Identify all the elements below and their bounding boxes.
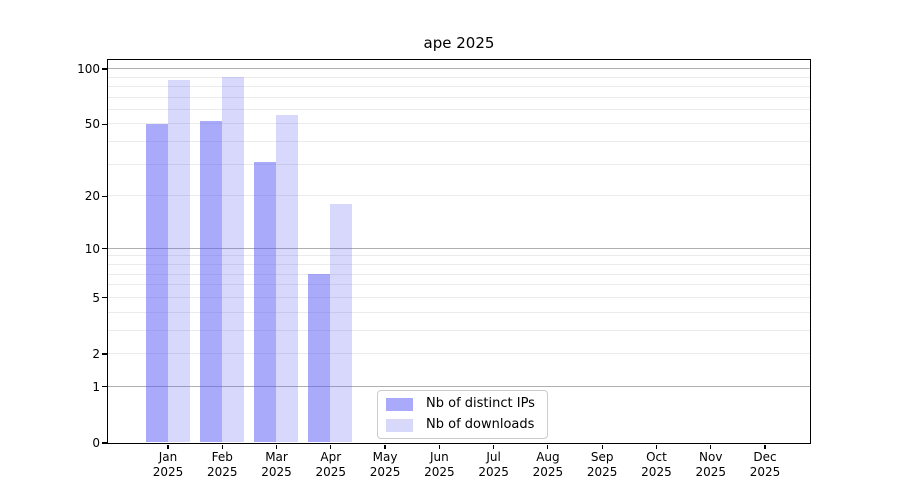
x-tick-label-jan: Jan 2025 xyxy=(152,450,184,479)
x-tick-mark xyxy=(330,444,332,449)
bar-downloads-mar xyxy=(276,114,299,443)
gridline-minor xyxy=(107,255,810,257)
y-tick-label: 5 xyxy=(92,290,100,305)
x-tick-label-feb: Feb 2025 xyxy=(206,450,238,479)
gridline-minor xyxy=(107,329,810,331)
gridline-major xyxy=(107,68,810,70)
x-tick-mark xyxy=(547,444,549,449)
bar-downloads-jan xyxy=(167,79,190,443)
legend-label: Nb of distinct IPs xyxy=(426,396,535,411)
legend-item-downloads: Nb of downloads xyxy=(386,417,535,433)
y-tick-label: 100 xyxy=(77,62,100,77)
gridline-minor xyxy=(107,273,810,275)
x-tick-label-mar: Mar 2025 xyxy=(261,450,292,479)
gridline-major xyxy=(107,247,810,249)
y-tick-label: 50 xyxy=(84,117,100,132)
x-tick-mark xyxy=(493,444,495,449)
gridline-minor xyxy=(107,85,810,87)
gridline-minor xyxy=(107,163,810,165)
x-tick-mark xyxy=(764,444,766,449)
gridline-minor xyxy=(107,263,810,265)
gridline-minor xyxy=(107,352,810,354)
gridline-minor xyxy=(107,123,810,125)
gridline-minor xyxy=(107,108,810,110)
y-tick-mark xyxy=(102,442,107,444)
legend-swatch-icon xyxy=(386,418,413,432)
gridline-minor xyxy=(107,195,810,197)
x-tick-mark xyxy=(438,444,440,449)
bar-distinct-ips-feb xyxy=(199,120,222,443)
gridline-minor xyxy=(107,96,810,98)
gridline-minor xyxy=(107,141,810,143)
gridline-major xyxy=(107,385,810,387)
y-tick-mark xyxy=(102,353,107,355)
y-tick-mark xyxy=(102,297,107,299)
x-tick-mark xyxy=(710,444,712,449)
y-tick-label: 10 xyxy=(84,241,100,256)
gridline-minor xyxy=(107,296,810,298)
bar-downloads-feb xyxy=(221,77,244,443)
x-tick-label-oct: Oct 2025 xyxy=(641,450,672,479)
x-tick-mark xyxy=(655,444,658,449)
x-tick-mark xyxy=(167,444,169,449)
gridline-minor xyxy=(107,76,810,78)
x-tick-mark xyxy=(384,444,386,449)
x-tick-label-apr: Apr 2025 xyxy=(315,450,347,479)
legend-swatch-icon xyxy=(386,397,413,411)
y-tick-label: 2 xyxy=(92,346,100,361)
x-tick-label-dec: Dec 2025 xyxy=(749,450,781,479)
gridline-minor xyxy=(107,311,810,313)
x-tick-mark xyxy=(601,444,603,449)
bar-distinct-ips-mar xyxy=(254,161,277,443)
gridline-minor xyxy=(107,284,810,286)
bar-distinct-ips-apr xyxy=(308,274,331,443)
y-tick-mark xyxy=(102,248,107,250)
y-tick-label: 1 xyxy=(92,379,100,394)
bar-distinct-ips-jan xyxy=(145,123,168,443)
x-tick-label-aug: Aug 2025 xyxy=(532,450,564,479)
y-tick-mark xyxy=(102,386,107,388)
chart-title: ape 2025 xyxy=(423,34,495,52)
y-tick-label: 20 xyxy=(84,189,100,204)
x-tick-label-sep: Sep 2025 xyxy=(586,450,618,479)
x-tick-label-jul: Jul 2025 xyxy=(478,450,509,479)
legend-label: Nb of downloads xyxy=(426,417,535,432)
x-tick-mark xyxy=(221,444,223,449)
x-tick-label-nov: Nov 2025 xyxy=(695,450,726,479)
y-tick-label: 0 xyxy=(92,436,100,450)
x-tick-label-may: May 2025 xyxy=(369,450,401,479)
y-tick-mark xyxy=(102,68,107,70)
x-tick-mark xyxy=(275,444,278,449)
bar-downloads-apr xyxy=(330,203,353,443)
legend: Nb of distinct IPs Nb of downloads xyxy=(377,390,548,439)
y-tick-mark xyxy=(102,195,107,197)
y-tick-mark xyxy=(102,123,107,126)
legend-item-distinct-ips: Nb of distinct IPs xyxy=(386,396,535,412)
plot-area xyxy=(106,58,811,444)
x-tick-label-jun: Jun 2025 xyxy=(424,450,455,479)
